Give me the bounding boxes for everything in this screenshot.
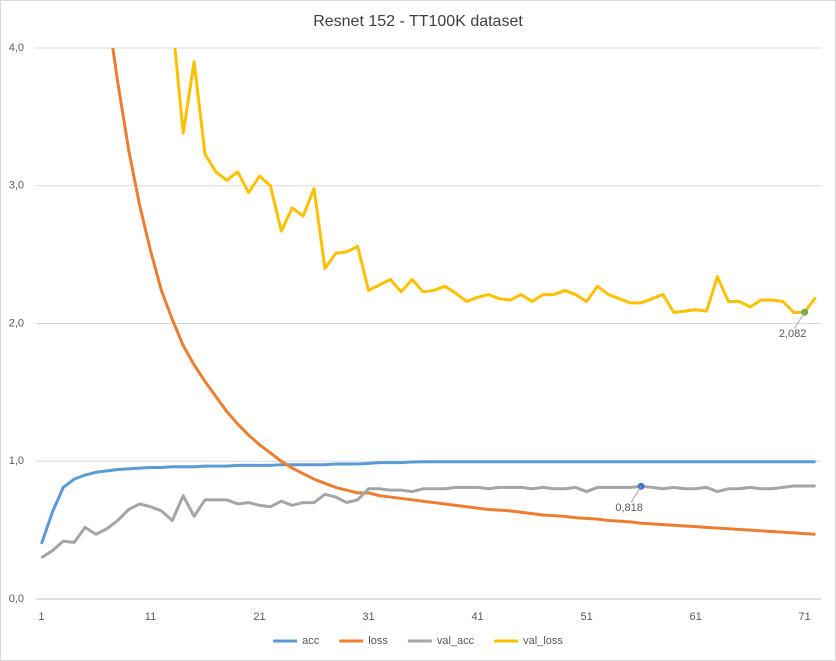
x-tick-label: 1 — [38, 611, 44, 623]
x-tick-label: 51 — [580, 611, 592, 623]
annotation-leader — [630, 486, 642, 503]
y-tick-label: 1,0 — [9, 455, 24, 467]
y-tick-label: 2,0 — [9, 317, 24, 329]
data-label: 0,818 — [615, 502, 643, 514]
legend-label: val_acc — [437, 635, 475, 647]
series-line — [111, 48, 816, 536]
y-tick-label: 0,0 — [9, 593, 24, 605]
legend-label: loss — [368, 635, 388, 647]
x-tick-label: 11 — [145, 611, 156, 623]
chart-title: Resnet 152 - TT100K dataset — [313, 13, 523, 30]
plot-area — [40, 48, 817, 559]
series-line — [173, 48, 817, 314]
x-tick-label: 61 — [689, 611, 701, 623]
legend: acc loss val_acc val_loss — [273, 635, 563, 647]
series-line — [40, 460, 816, 545]
y-tick-label: 4,0 — [9, 42, 24, 54]
legend-label: val_loss — [523, 635, 563, 647]
annotation-leader — [794, 311, 806, 329]
y-tick-label: 3,0 — [9, 180, 24, 192]
x-tick-label: 71 — [799, 611, 811, 623]
series-line — [40, 484, 816, 559]
legend-label: acc — [302, 635, 320, 647]
x-tick-label: 41 — [471, 611, 483, 623]
x-tick-label: 21 — [253, 611, 265, 623]
data-label: 2,082 — [779, 328, 807, 340]
x-tick-label: 31 — [362, 611, 374, 623]
